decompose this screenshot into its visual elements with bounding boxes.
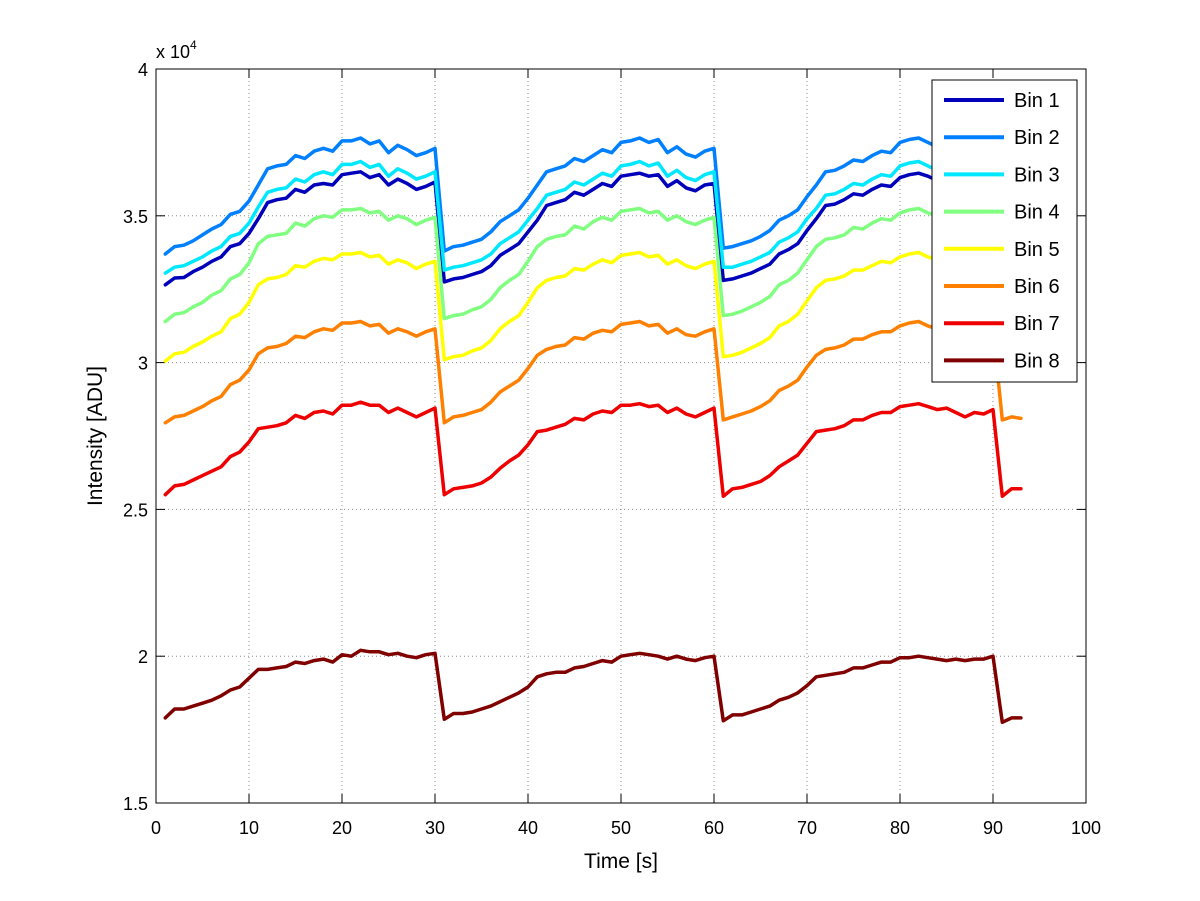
y-tick-label: 2 [138,647,148,667]
x-tick-label: 90 [983,818,1003,838]
y-tick-label: 3 [138,354,148,374]
series-line-bin-8 [163,648,1023,725]
axis-ticks: 0 10 20 30 40 50 60 70 80 90 100 1.5 2 2.5 3 3.5 4 [123,60,1101,838]
legend-box [931,79,1078,383]
x-tick-label: 50 [611,818,631,838]
legend: Bin 1 Bin 2 Bin 3 Bin 4 Bin 5 Bin 6 Bin 7 Bin 8 [931,79,1078,383]
legend-label-bin-5: Bin 5 [1014,239,1060,261]
x-tick-label: 30 [425,818,445,838]
x-tick-label: 80 [890,818,910,838]
x-tick-label: 0 [151,818,161,838]
y-exponent-label: x 104 [156,38,197,62]
x-tick-label: 10 [239,818,259,838]
series-line-bin-3 [163,159,1023,275]
series-line-bin-5 [163,250,1023,363]
x-tick-label: 70 [797,818,817,838]
legend-label-bin-3: Bin 3 [1014,164,1060,186]
series-line-bin-1 [163,170,1023,287]
x-axis-label: Time [s] [584,850,658,873]
x-tick-label: 40 [518,818,538,838]
legend-label-bin-4: Bin 4 [1014,202,1060,224]
y-tick-label: 3.5 [123,207,148,227]
series-line-bin-4 [163,206,1023,324]
series-line-bin-2 [163,136,1023,256]
y-tick-label: 2.5 [123,500,148,520]
x-tick-label: 100 [1071,818,1101,838]
x-tick-label: 60 [704,818,724,838]
y-tick-label: 1.5 [123,794,148,814]
series-lines [163,136,1023,725]
y-axis-label: Intensity [ADU] [84,366,107,506]
legend-label-bin-2: Bin 2 [1014,127,1060,149]
legend-label-bin-8: Bin 8 [1014,350,1060,372]
x-tick-label: 20 [332,818,352,838]
y-tick-label: 4 [138,60,148,80]
legend-label-bin-6: Bin 6 [1014,276,1060,298]
legend-label-bin-7: Bin 7 [1014,313,1060,335]
legend-label-bin-1: Bin 1 [1014,90,1060,112]
series-line-bin-6 [163,319,1023,425]
series-line-bin-7 [163,400,1023,498]
